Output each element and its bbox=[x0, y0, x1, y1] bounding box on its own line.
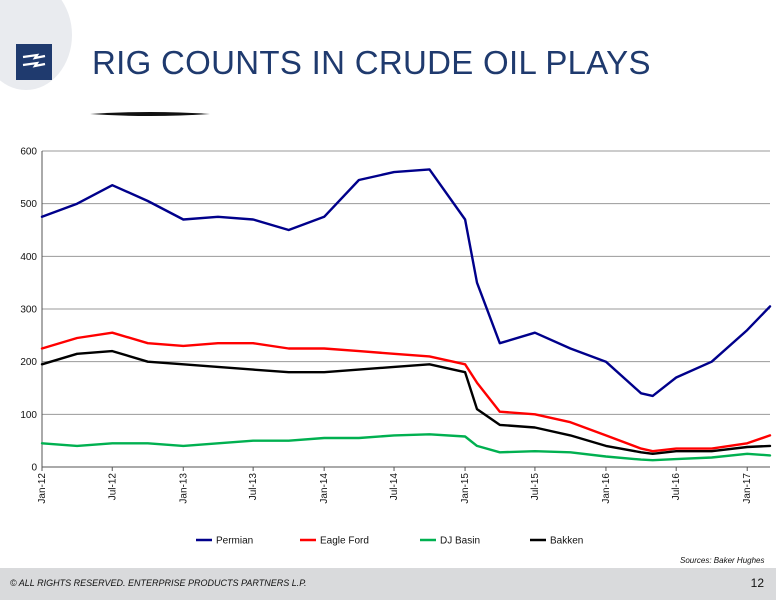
legend-label-dj-basin: DJ Basin bbox=[440, 536, 480, 547]
footer-bar: © ALL RIGHTS RESERVED. ENTERPRISE PRODUC… bbox=[0, 568, 776, 600]
x-tick-label: Jul-15 bbox=[530, 473, 541, 501]
legend-label-permian: Permian bbox=[216, 536, 253, 547]
y-tick-label: 0 bbox=[31, 463, 37, 474]
source-note: Sources: Baker Hughes bbox=[680, 556, 765, 565]
x-tick-label: Jul-14 bbox=[389, 473, 400, 501]
series-line-dj-basin bbox=[40, 433, 772, 462]
series-line-eagle-ford bbox=[40, 331, 772, 453]
y-tick-label: 600 bbox=[20, 147, 37, 158]
rig-count-chart: 0 100 200 300 400 500 600 Jan-12 Jul-12 Jan-13 Jul… bbox=[20, 147, 772, 547]
x-tick-label: Jul-13 bbox=[248, 473, 259, 501]
series-line-permian bbox=[40, 168, 772, 398]
y-tick-label: 200 bbox=[20, 357, 37, 368]
y-tick-label: 100 bbox=[20, 410, 37, 421]
x-tick-label: Jan-17 bbox=[742, 473, 753, 504]
x-tick-label: Jul-16 bbox=[671, 473, 682, 501]
page-number: 12 bbox=[750, 576, 764, 590]
legend-label-eagle-ford: Eagle Ford bbox=[320, 536, 369, 547]
y-tick-label: 400 bbox=[20, 252, 37, 263]
x-tick-label: Jan-16 bbox=[601, 473, 612, 504]
legend-label-bakken: Bakken bbox=[550, 536, 583, 547]
x-tick-label: Jan-13 bbox=[178, 473, 189, 504]
x-tick-label: Jan-14 bbox=[319, 473, 330, 504]
copyright-text: © ALL RIGHTS RESERVED. ENTERPRISE PRODUC… bbox=[10, 578, 307, 588]
page-title: RIG COUNTS IN CRUDE OIL PLAYS bbox=[92, 44, 651, 81]
x-tick-label: Jan-12 bbox=[37, 473, 48, 504]
x-tick-label: Jan-15 bbox=[460, 473, 471, 504]
y-tick-label: 500 bbox=[20, 199, 37, 210]
logo-emblem-icon bbox=[22, 53, 46, 68]
x-tick-label: Jul-12 bbox=[107, 473, 118, 501]
series-line-bakken bbox=[40, 349, 772, 455]
company-logo bbox=[16, 44, 52, 80]
title-underline bbox=[90, 112, 210, 116]
y-tick-label: 300 bbox=[20, 305, 37, 316]
